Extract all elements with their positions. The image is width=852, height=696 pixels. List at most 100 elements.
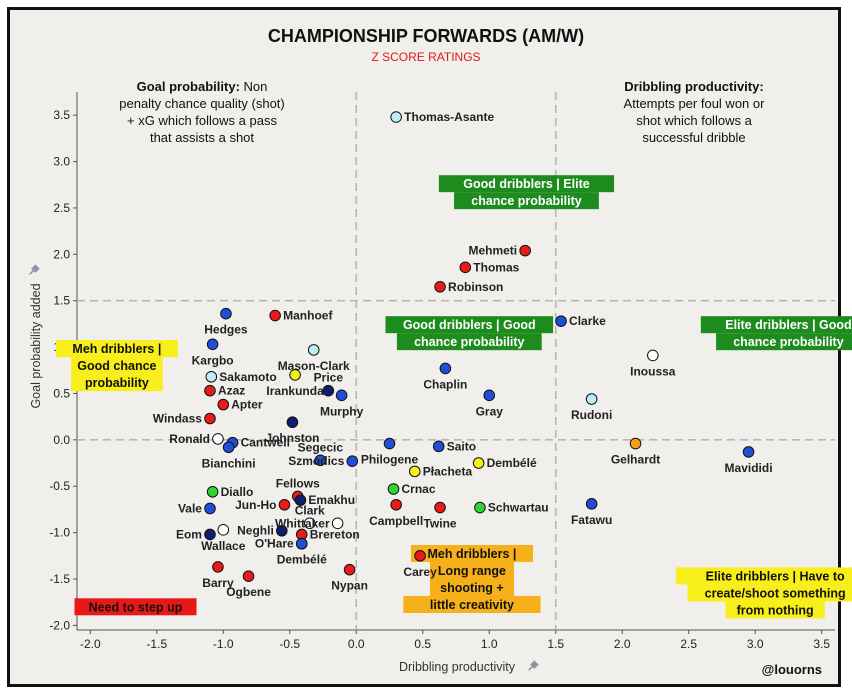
badge-text: Meh dribblers | [72,342,161,356]
x-axis-title: Dribbling productivity [399,660,516,674]
player-point [519,244,531,257]
player-label: Murphy [320,404,364,418]
annotation-notes: Goal probability: Non penalty chance qual… [119,79,765,145]
player-label: Clark [295,503,325,517]
badge-background [410,544,533,562]
player-point [390,111,402,123]
player-point [206,338,219,351]
player-point [629,437,642,450]
player-point [439,362,452,375]
x-tick-label: -2.0 [80,637,101,651]
badge-background [396,333,542,351]
badge-background [403,595,541,613]
player-label: Whittaker [275,516,330,530]
badge-text: chance probability [471,194,581,208]
player-point [346,455,359,467]
player-point [204,528,216,541]
player-point [459,261,472,274]
badge-text: create/shoot something [705,586,846,600]
player-point [289,369,301,381]
badge-background [55,340,178,358]
player-point [331,517,344,530]
badge-text: Meh dribblers | [427,547,516,561]
badge-text: little creativity [430,598,514,612]
player-label: Crnac [401,482,435,496]
player-label: Ogbene [226,585,271,599]
player-point [322,384,335,397]
x-tick-label: 1.0 [481,637,498,651]
player-point [220,307,232,320]
player-label: Twine [423,517,456,531]
note-left-line: Non [240,79,267,94]
badge-text: Good dribblers | Elite [463,177,589,191]
note-right-heading: Dribbling productivity: [624,79,763,94]
badge-text: Elite dribblers | Good [725,318,851,332]
player-label: Campbell [369,514,423,528]
x-tick-label: -1.5 [146,637,167,651]
player-point [314,454,327,467]
player-label: Rudoni [571,408,612,422]
player-label: Płacheta [423,464,473,478]
y-tick-label: 3.5 [53,108,70,122]
player-point [585,393,598,405]
player-label: Bianchini [202,456,256,470]
player-point [206,485,219,498]
badge-text: probability [85,376,149,390]
badge-text: from nothing [737,603,814,617]
player-point [278,498,291,511]
player-point [275,524,288,537]
badge-text: Good dribblers | Good [403,318,536,332]
player-label: Johnston [265,431,319,445]
badge-background [74,598,197,616]
player-label: Thomas-Asante [404,110,494,124]
badge-background [700,316,852,334]
note-right-line: successful dribble [642,130,745,145]
player-point [269,309,281,322]
player-point [286,416,299,429]
x-tick-label: 2.0 [614,637,631,651]
x-axis-pin-icon [528,660,539,671]
x-tick-label: 0.0 [348,637,365,651]
player-point [343,563,356,576]
player-label: Diallo [221,485,254,499]
y-tick-label: -0.5 [49,479,70,493]
player-point [585,498,598,510]
player-label: Manhoef [283,309,333,323]
badge-text: Need to step up [89,600,183,614]
y-tick-label: 3.0 [53,155,70,169]
y-axis-pin-icon [29,264,40,275]
player-label: Windass [153,412,203,426]
player-label: Fatawu [571,513,612,527]
player-label: Kargbo [192,353,234,367]
badge-background [429,578,514,596]
badge-background [438,175,615,193]
badge-background [385,316,554,334]
note-left-line: that assists a shot [150,130,254,145]
note-right-line: shot which follows a [636,113,752,128]
note-left-line: penalty chance quality (shot) [119,96,284,111]
badge-text: shooting + [440,581,504,595]
player-point [414,549,426,562]
player-point [212,433,224,445]
data-points [204,111,755,583]
player-label: Eom [176,527,202,541]
player-label: Gray [476,404,504,418]
player-label: Gelhardt [611,453,660,467]
chart-subtitle: Z SCORE RATINGS [371,50,480,64]
y-tick-label: -2.0 [49,618,70,632]
y-tick-label: 2.0 [53,247,70,261]
quadrant-badge: Need to step up [74,598,197,616]
player-label: Clarke [569,314,606,328]
badge-background [676,567,852,585]
player-point [217,398,230,411]
player-point [432,440,445,453]
axes: -2.0 -1.5 -1.0 -0.5 0.0 0.5 1.0 1.5 2.0 2.5 3.0 3.5… [49,92,835,651]
badge-background [725,601,825,619]
badge-text: Elite dribblers | Have to [706,569,845,583]
player-label: Mehmeti [468,244,517,258]
player-point [383,437,396,450]
badge-text: Good chance [77,359,156,373]
x-tick-label: 0.5 [414,637,431,651]
player-label: Irankunda [266,384,324,398]
player-label: Hedges [204,323,248,337]
